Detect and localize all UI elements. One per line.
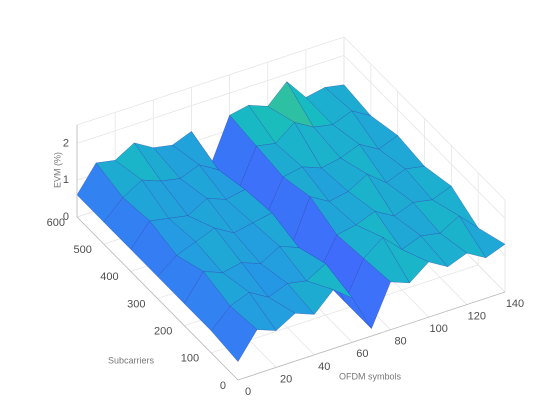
y-tick-label: 200 — [154, 326, 172, 338]
y-tick-label: 400 — [100, 271, 118, 283]
x-tick-label: 20 — [280, 373, 292, 385]
z-tick-label: 0 — [63, 211, 69, 223]
z-tick-label: 1 — [63, 174, 69, 186]
y-tick-label: 300 — [127, 298, 145, 310]
y-tick-label: 0 — [220, 380, 226, 392]
x-tick-label: 80 — [394, 336, 406, 348]
axis-line — [237, 291, 506, 381]
x-tick-label: 140 — [506, 298, 524, 310]
x-tick-label: 40 — [318, 361, 330, 373]
surface-patch — [210, 305, 258, 363]
grid-line — [343, 55, 506, 219]
y-tick-label: 500 — [73, 244, 91, 256]
y-tick-label: 100 — [181, 353, 199, 365]
x-tick-label: 120 — [468, 310, 486, 322]
z-axis-label: EVM (%) — [52, 152, 62, 188]
x-axis-label: OFDM symbols — [339, 371, 402, 381]
y-tick-label: 600 — [47, 217, 65, 229]
x-tick-label: 100 — [430, 323, 448, 335]
grid-line — [76, 55, 345, 144]
grid-line — [211, 264, 479, 354]
x-tick-label: 60 — [356, 348, 368, 360]
axis-line — [76, 216, 239, 381]
y-axis-label: Subcarriers — [108, 355, 155, 365]
z-tick-label: 2 — [63, 137, 69, 149]
grid-line — [76, 36, 345, 126]
x-tick-label: 0 — [245, 386, 251, 398]
